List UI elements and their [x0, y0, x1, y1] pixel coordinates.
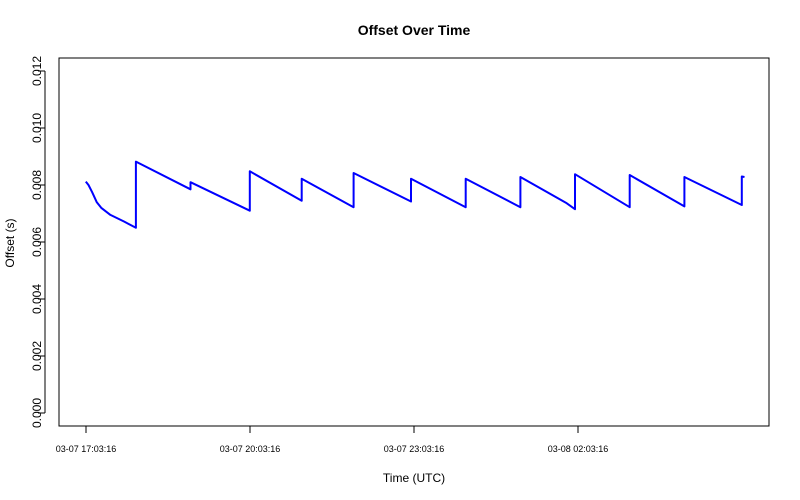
x-axis: 03-07 17:03:16 03-07 20:03:16 03-07 23:03:… [56, 425, 609, 454]
plot-area [58, 57, 770, 427]
chart-title: Offset Over Time [358, 22, 471, 38]
y-axis: 0.000 0.002 0.004 0.006 0.008 0.010 0.012 [30, 56, 46, 428]
y-tick-label: 0.010 [30, 113, 44, 143]
y-tick-label: 0.008 [30, 170, 44, 200]
y-axis-label: Offset (s) [3, 218, 17, 267]
y-tick-label: 0.006 [30, 227, 44, 257]
series-line-0 [85, 160, 745, 229]
x-tick-label: 03-08 02:03:16 [548, 444, 609, 454]
series-layer [85, 160, 745, 229]
x-axis-label: Time (UTC) [383, 471, 445, 485]
y-tick-label: 0.012 [30, 56, 44, 86]
x-tick-label: 03-07 17:03:16 [56, 444, 117, 454]
y-tick-label: 0.004 [30, 284, 44, 314]
x-tick-label: 03-07 23:03:16 [384, 444, 445, 454]
y-tick-label: 0.000 [30, 398, 44, 428]
y-tick-label: 0.002 [30, 341, 44, 371]
x-tick-label: 03-07 20:03:16 [220, 444, 281, 454]
